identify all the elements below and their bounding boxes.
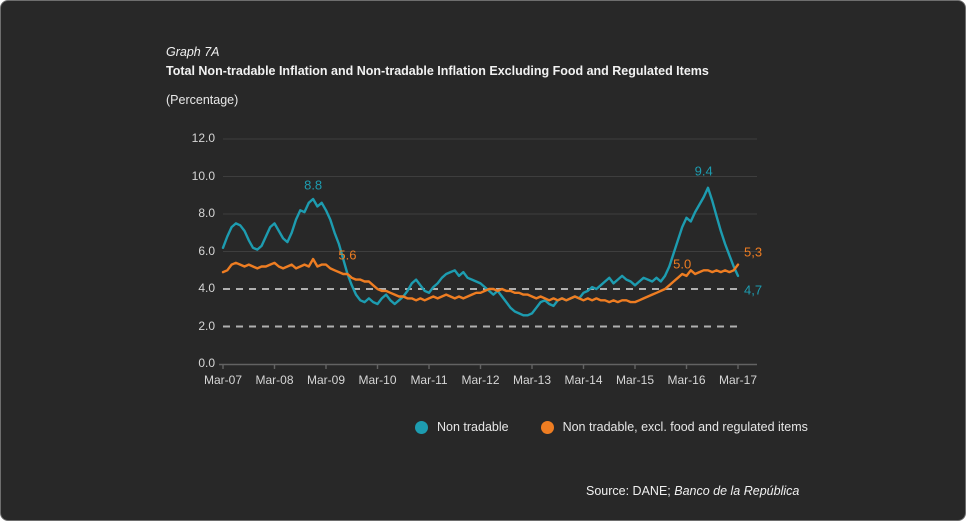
data-point-label: 5.6 [338, 248, 356, 263]
y-tick-label: 10.0 [169, 169, 215, 183]
x-tick-label: Mar-14 [564, 373, 602, 387]
y-tick-label: 0.0 [169, 356, 215, 370]
x-tick-label: Mar-08 [255, 373, 293, 387]
report-panel: Graph 7A Total Non-tradable Inflation an… [0, 0, 966, 521]
legend-label-non-tradable: Non tradable [437, 420, 509, 434]
x-tick-label: Mar-10 [358, 373, 396, 387]
x-tick-label: Mar-13 [513, 373, 551, 387]
legend-label-non-tradable-excl: Non tradable, excl. food and regulated i… [563, 420, 808, 434]
legend-item-non-tradable: Non tradable [415, 420, 509, 434]
y-tick-label: 4.0 [169, 281, 215, 295]
data-point-label: 9.4 [695, 163, 713, 178]
x-tick-label: Mar-12 [461, 373, 499, 387]
legend-dot-orange-icon [541, 421, 554, 434]
data-point-label: 4,7 [744, 282, 762, 297]
legend-dot-teal-icon [415, 421, 428, 434]
x-tick-label: Mar-11 [410, 373, 447, 387]
source-institution: Banco de la República [674, 484, 799, 498]
y-tick-label: 2.0 [169, 319, 215, 333]
legend-item-non-tradable-excl: Non tradable, excl. food and regulated i… [541, 420, 808, 434]
x-tick-label: Mar-09 [307, 373, 345, 387]
data-point-label: 8.8 [304, 177, 322, 192]
chart-legend: Non tradable Non tradable, excl. food an… [415, 420, 808, 434]
y-tick-label: 12.0 [169, 131, 215, 145]
screenshot-stage: Graph 7A Total Non-tradable Inflation an… [0, 0, 966, 524]
x-tick-label: Mar-07 [204, 373, 242, 387]
source-attribution: Source: DANE; Banco de la República [586, 484, 799, 498]
chart-canvas [1, 1, 966, 524]
source-prefix: Source: DANE; [586, 484, 674, 498]
y-tick-label: 6.0 [169, 244, 215, 258]
x-tick-label: Mar-16 [667, 373, 705, 387]
data-point-label: 5.0 [673, 256, 691, 271]
y-tick-label: 8.0 [169, 206, 215, 220]
x-tick-label: Mar-15 [616, 373, 654, 387]
data-point-label: 5,3 [744, 244, 762, 259]
x-tick-label: Mar-17 [719, 373, 757, 387]
